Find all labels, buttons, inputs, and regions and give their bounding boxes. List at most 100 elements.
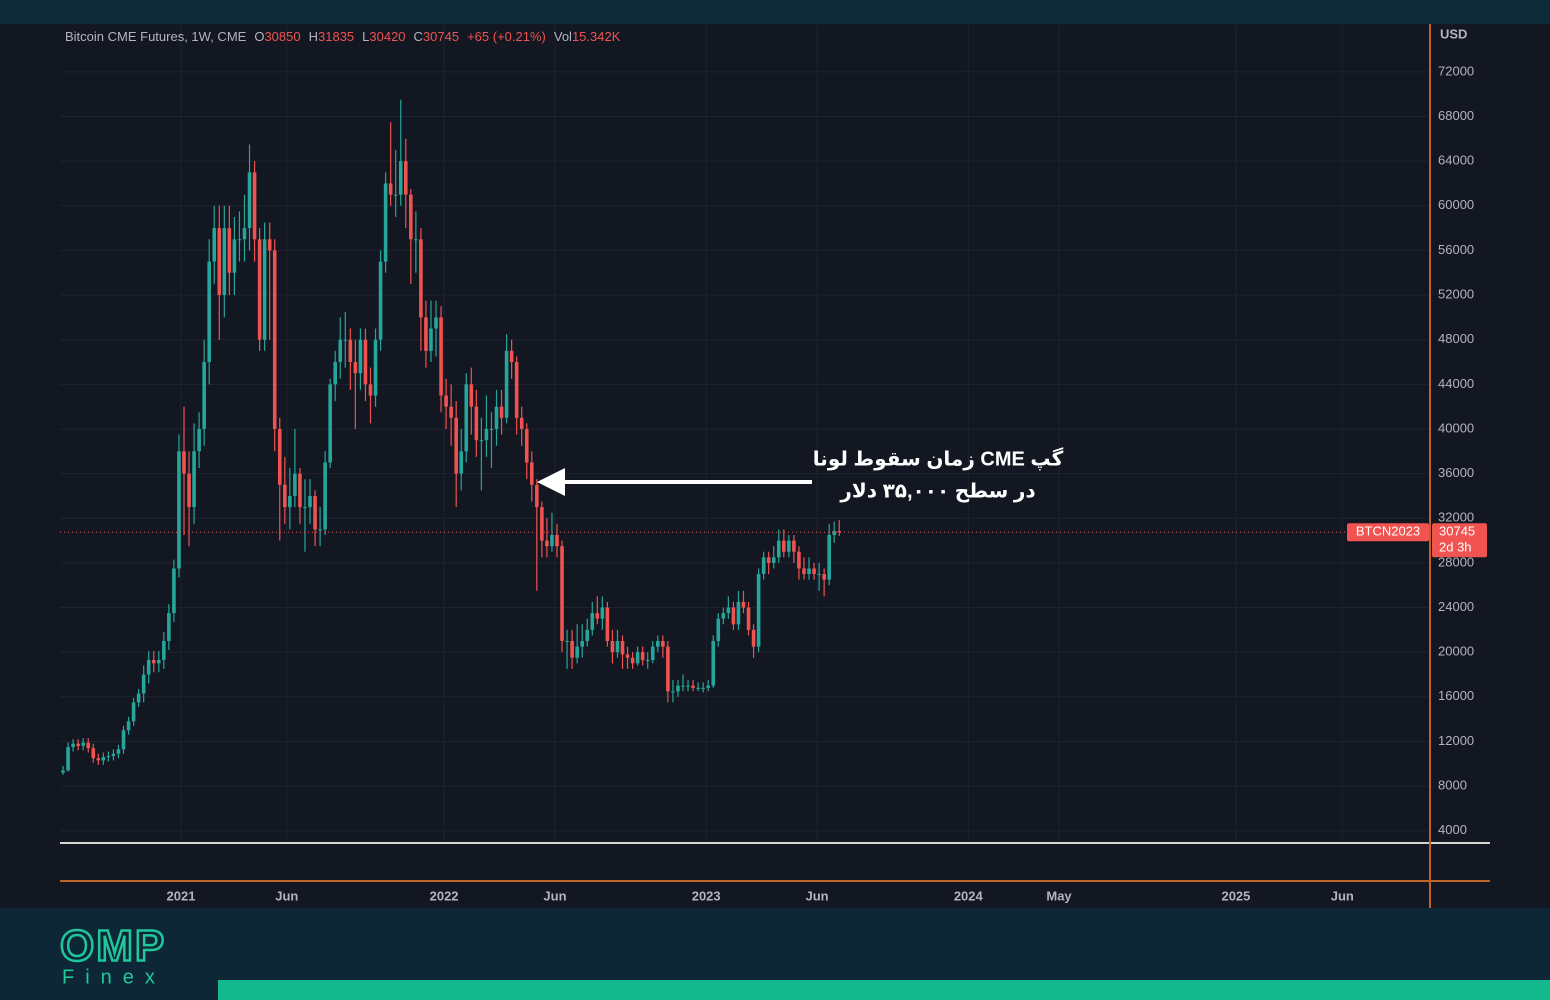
candle-body xyxy=(151,659,156,664)
candle-body xyxy=(645,659,650,661)
candle-body xyxy=(373,339,378,396)
candle-body xyxy=(222,228,227,296)
candle-body xyxy=(832,531,837,535)
candle-body xyxy=(308,495,312,508)
x-tick-label: Jun xyxy=(543,888,566,903)
x-tick-label: 2025 xyxy=(1221,888,1250,903)
candle-body xyxy=(650,646,655,660)
price-tag-box xyxy=(1432,523,1487,558)
candle-body xyxy=(827,534,831,580)
candle-body xyxy=(403,161,408,195)
candle-body xyxy=(398,161,403,195)
candle-body xyxy=(197,428,201,452)
candle-body xyxy=(318,529,322,531)
candle-body xyxy=(555,534,559,547)
candle-body xyxy=(691,685,695,688)
candle-body xyxy=(111,753,116,756)
candle-body xyxy=(368,384,373,396)
candle-body xyxy=(146,659,151,675)
x-tick-label: 2021 xyxy=(167,888,196,903)
candle-body xyxy=(766,557,771,563)
candle-body xyxy=(217,228,222,296)
brand-sub: Finex xyxy=(62,966,166,988)
candle-body xyxy=(817,574,821,576)
candle-body xyxy=(802,568,806,575)
candle-body xyxy=(76,743,80,746)
candle-body xyxy=(792,540,796,552)
x-tick-label: Jun xyxy=(1331,888,1354,903)
candle-body xyxy=(121,730,126,750)
header-item: H xyxy=(309,29,318,44)
candle-body xyxy=(787,540,791,552)
symbol-tag: BTCN2023 xyxy=(1356,524,1420,539)
candle-body xyxy=(303,507,307,509)
candle-body xyxy=(550,534,554,547)
candle-body xyxy=(177,451,181,569)
candle-body xyxy=(519,417,524,429)
candle-body xyxy=(81,742,85,746)
candle-body xyxy=(494,406,499,429)
symbol-tag-box xyxy=(1347,523,1429,542)
candle-body xyxy=(338,339,343,363)
x-tick-label: 2022 xyxy=(430,888,459,903)
candle-body xyxy=(676,685,680,692)
y-tick-label: 64000 xyxy=(1438,153,1474,168)
countdown: 2d 3h xyxy=(1439,540,1472,555)
candle-body xyxy=(262,239,267,340)
candle-body xyxy=(812,568,816,575)
candle-body xyxy=(580,641,584,647)
candle-body xyxy=(252,172,257,240)
candle-body xyxy=(479,440,484,442)
candle-body xyxy=(106,755,111,758)
candle-body xyxy=(837,531,842,533)
header-item: 15.342K xyxy=(572,29,621,44)
candle-body xyxy=(524,428,529,463)
y-tick-label: 8000 xyxy=(1438,778,1467,793)
candle-body xyxy=(61,770,65,773)
candle-body xyxy=(464,384,469,452)
candle-body xyxy=(444,395,448,407)
candle-body xyxy=(499,406,504,418)
candle-body xyxy=(529,462,534,485)
candle-body xyxy=(86,742,91,749)
candle-body xyxy=(726,607,731,614)
y-tick-label: 44000 xyxy=(1438,376,1474,391)
candle-body xyxy=(96,758,101,761)
candle-body xyxy=(383,183,388,262)
header-item: O xyxy=(254,29,264,44)
candle-body xyxy=(560,546,564,642)
candle-body xyxy=(545,540,549,547)
candle-body xyxy=(136,693,141,703)
header-item: L xyxy=(362,29,369,44)
candle-body xyxy=(474,406,479,441)
candle-body xyxy=(514,362,519,418)
candle-body xyxy=(696,687,700,689)
header-item: Vol xyxy=(554,29,572,44)
candle-body xyxy=(126,721,131,731)
y-tick-label: 68000 xyxy=(1438,108,1474,123)
candle-body xyxy=(706,685,711,688)
candle-body xyxy=(192,451,196,508)
candle-body xyxy=(424,317,428,351)
candle-body xyxy=(212,228,217,262)
candle-body xyxy=(237,239,242,241)
candle-body xyxy=(267,239,272,251)
x-tick-label: 2024 xyxy=(954,888,984,903)
candle-body xyxy=(172,568,176,614)
candle-body xyxy=(247,172,252,229)
y-tick-label: 28000 xyxy=(1438,554,1474,569)
y-tick-label: 16000 xyxy=(1438,688,1474,703)
header-item: 30850 xyxy=(264,29,300,44)
candle-body xyxy=(741,601,746,608)
candle-body xyxy=(671,691,675,693)
y-tick-label: 36000 xyxy=(1438,465,1474,480)
header-item: 31835 xyxy=(318,29,354,44)
candle-body xyxy=(162,641,166,660)
candles xyxy=(61,99,842,775)
candle-body xyxy=(353,362,358,374)
candle-body xyxy=(661,641,665,647)
candle-body xyxy=(257,239,262,340)
candle-body xyxy=(348,339,353,363)
candle-body xyxy=(283,484,287,508)
